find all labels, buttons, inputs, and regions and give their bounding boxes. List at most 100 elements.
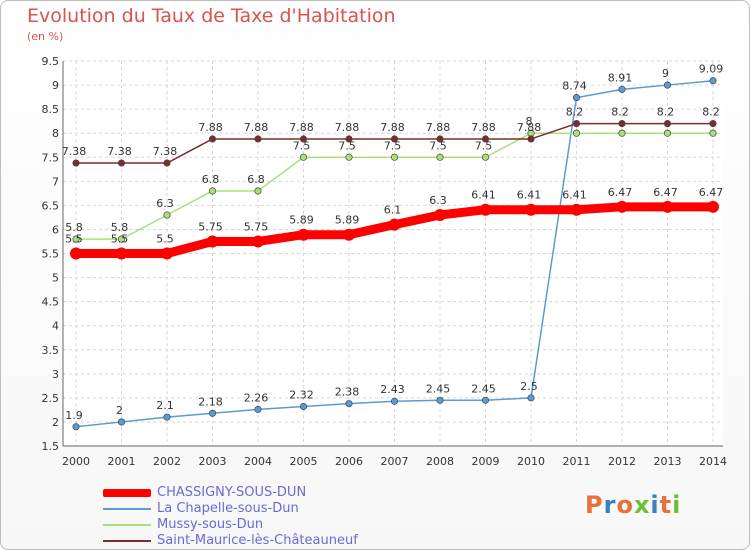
series-0: 5.5 5.5 5.5 5.75 5.75 5.89 5.89 6.1 6.3 6.41 6.41 6… (65, 186, 723, 260)
data-point (663, 81, 672, 89)
y-tick-label: 4 (52, 320, 59, 333)
data-label: 5.5 (156, 233, 174, 246)
data-label: 6.47 (608, 186, 633, 199)
chart-title: Evolution du Taux de Taxe d'Habitation (27, 5, 396, 27)
data-point (434, 209, 446, 221)
data-label: 8.2 (611, 106, 629, 119)
data-point (117, 159, 126, 167)
data-point (525, 203, 537, 216)
y-tick-label: 9 (52, 79, 59, 92)
y-tick-label: 2.5 (42, 392, 60, 405)
data-label: 5.8 (65, 221, 83, 234)
data-label: 2.45 (426, 382, 451, 395)
data-label: 5.75 (244, 220, 269, 233)
data-point (570, 203, 583, 216)
data-label: 1.9 (65, 409, 83, 422)
x-tick-label: 2014 (699, 455, 727, 468)
data-point (709, 120, 717, 128)
data-point (208, 187, 217, 195)
data-point (72, 423, 80, 431)
data-point (709, 77, 717, 85)
data-point (161, 247, 173, 260)
data-label: 6.3 (429, 194, 447, 207)
data-label: 7.5 (475, 139, 493, 152)
data-label: 2.18 (198, 395, 223, 408)
y-tick-label: 1.5 (42, 440, 60, 453)
x-tick-label: 2003 (199, 455, 227, 468)
chart-unit: (en %) (27, 30, 64, 43)
data-label: 5.8 (111, 221, 129, 234)
legend-item-mussy: Mussy-sous-Dun (103, 516, 263, 533)
data-label: 7.88 (198, 121, 223, 134)
series-3: 7.38 7.38 7.38 7.88 7.88 7.88 7.88 7.88 7.88 7.88… (62, 106, 720, 167)
data-point (388, 218, 401, 231)
data-point (709, 129, 717, 137)
data-label: 5.5 (65, 233, 83, 246)
data-label: 7.5 (338, 139, 356, 152)
y-tick-label: 3.5 (42, 344, 60, 357)
data-label: 8.2 (566, 106, 584, 119)
y-tick-label: 4.5 (42, 296, 60, 309)
data-point (663, 129, 672, 137)
data-point (72, 159, 80, 167)
data-label: 2.26 (244, 391, 269, 404)
x-tick-label: 2013 (654, 455, 682, 468)
x-tick-label: 2007 (381, 455, 409, 468)
x-tick-label: 2010 (517, 455, 545, 468)
data-point (117, 235, 126, 243)
y-tick-label: 5.5 (42, 248, 60, 261)
data-label: 6.41 (517, 189, 542, 202)
data-point (208, 409, 217, 417)
data-point (343, 228, 355, 241)
data-label: 2.1 (156, 399, 174, 412)
data-label: 2.38 (335, 386, 360, 399)
data-point (618, 129, 626, 137)
data-label: 8.74 (562, 80, 587, 93)
data-point (663, 120, 672, 128)
data-label: 6.41 (471, 189, 496, 202)
data-point (254, 135, 262, 143)
legend-swatch-la-chapelle (103, 507, 151, 510)
data-point (572, 129, 581, 137)
x-tick-label: 2002 (153, 455, 181, 468)
y-tick-label: 3 (52, 368, 59, 381)
data-label: 7.88 (289, 121, 314, 134)
data-point (572, 120, 581, 128)
data-point (208, 135, 217, 143)
data-label: 8 (526, 115, 533, 128)
data-point (163, 413, 171, 421)
data-label: 2.5 (520, 380, 538, 393)
data-label: 7.38 (62, 145, 87, 158)
data-point (527, 135, 535, 143)
legend-label-chassigny: CHASSIGNY-SOUS-DUN (157, 485, 307, 500)
data-point (661, 200, 674, 213)
x-tick-label: 2005 (290, 455, 318, 468)
data-label: 2 (116, 404, 123, 417)
data-label: 7.88 (517, 121, 542, 134)
data-point (299, 153, 308, 161)
data-point (390, 397, 399, 405)
data-label: 5.89 (289, 214, 314, 227)
data-point (299, 135, 308, 143)
legend-swatch-saint-maurice (103, 539, 151, 542)
x-tick-label: 2001 (108, 455, 136, 468)
data-point (345, 135, 353, 143)
data-label: 7.88 (380, 121, 405, 134)
data-label: 6.1 (384, 204, 402, 217)
data-label: 2.32 (289, 389, 314, 402)
data-label: 5.5 (111, 233, 129, 246)
data-label: 7.88 (471, 121, 496, 134)
data-point (707, 200, 719, 213)
data-label: 6.47 (699, 186, 724, 199)
data-point (572, 94, 581, 102)
data-point (299, 402, 308, 411)
legend-label-saint-maurice: Saint-Maurice-lès-Châteauneuf (157, 533, 358, 548)
data-point (618, 85, 626, 93)
x-tick-label: 2008 (426, 455, 454, 468)
data-point (527, 394, 535, 402)
y-tick-label: 7 (52, 175, 59, 188)
data-label: 6.8 (202, 173, 220, 186)
data-point (479, 203, 492, 216)
